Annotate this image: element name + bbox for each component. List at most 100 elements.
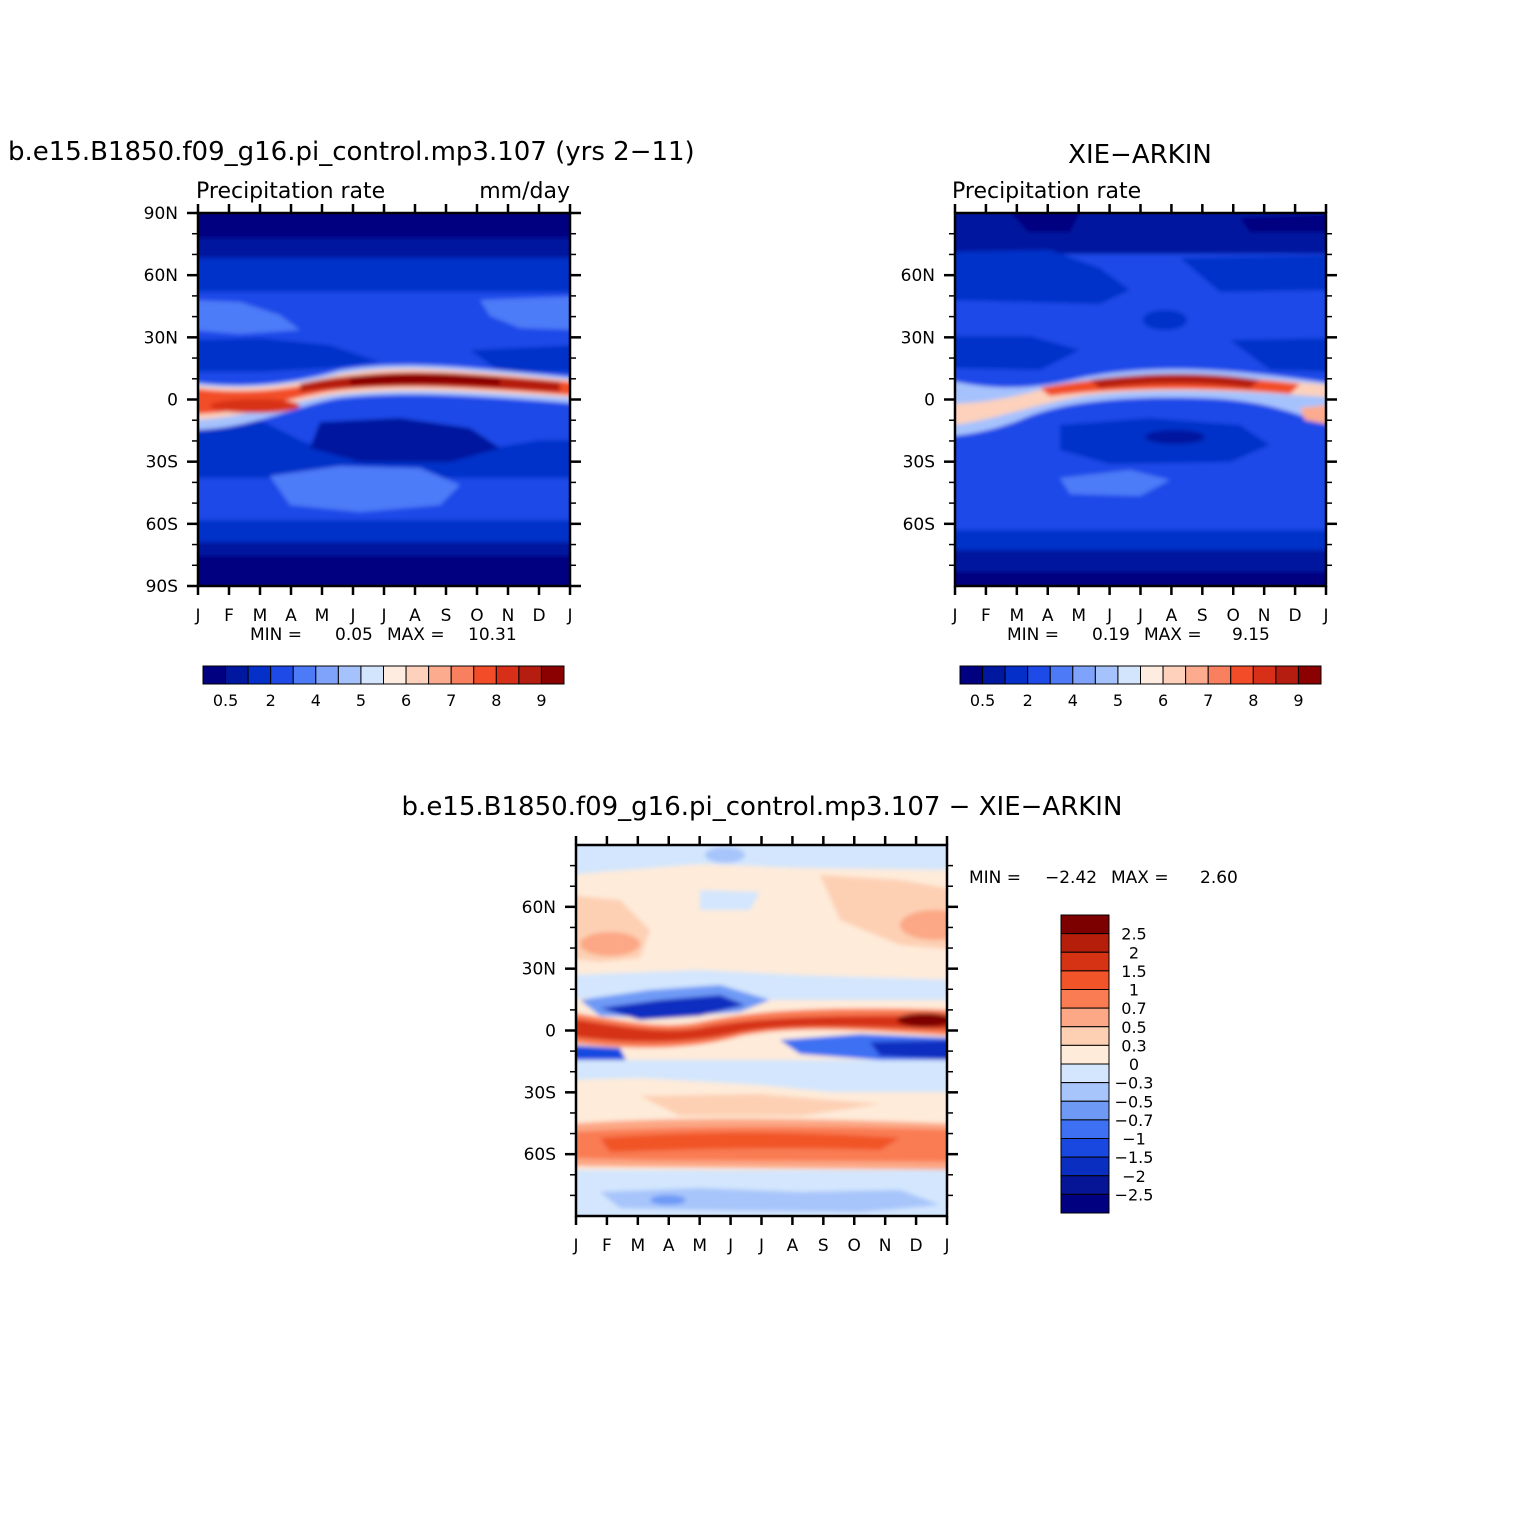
colorbar-swatch <box>1207 665 1232 685</box>
stats-max-value: 9.15 <box>1232 625 1270 645</box>
colorbar-swatch <box>1117 665 1141 685</box>
colorbar-label: −0.5 <box>1115 1092 1154 1111</box>
field-patch <box>600 1188 940 1212</box>
colorbar-label: 1 <box>1129 981 1139 1000</box>
colorbar-label: 0.3 <box>1121 1036 1146 1055</box>
colorbar-label: −0.3 <box>1115 1074 1154 1093</box>
colorbar-swatch <box>1060 1156 1110 1177</box>
field-patch <box>1010 213 1080 234</box>
y-tick-label: 60N <box>144 266 178 286</box>
panel-diff: b.e15.B1850.f09_g16.pi_control.mp3.107 −… <box>402 792 1238 1256</box>
colorbar-swatch <box>1185 665 1209 685</box>
field-patch <box>600 995 745 1020</box>
heatmap-field <box>198 213 570 586</box>
stats-min-label: MIN = <box>1007 625 1059 645</box>
colorbar-swatch <box>1252 665 1277 685</box>
colorbar-label: 4 <box>311 691 321 710</box>
colorbar-swatch <box>1060 1100 1110 1121</box>
x-tick-label: J <box>1137 606 1143 626</box>
colorbar-swatch <box>1230 665 1254 685</box>
colorbar-label: 0 <box>1129 1055 1139 1074</box>
field-patch <box>198 300 300 334</box>
y-tick-label: 30S <box>146 453 178 473</box>
field-patch <box>955 250 1130 304</box>
itcz-core <box>1090 374 1260 388</box>
itcz-core <box>350 373 500 386</box>
colorbar-swatch <box>473 665 497 685</box>
x-tick-label: J <box>194 606 200 626</box>
x-tick-label: F <box>602 1236 612 1256</box>
field-band <box>955 232 1326 254</box>
colorbar-label: −0.7 <box>1115 1111 1154 1130</box>
field-patch <box>310 418 500 462</box>
field-patch <box>955 336 1080 370</box>
y-tick-label: 90S <box>146 577 178 597</box>
panel-obs: XIE−ARKIN Precipitation rate <box>901 140 1337 710</box>
stats-min-value: 0.05 <box>335 625 373 645</box>
colorbar-swatch <box>1297 665 1322 685</box>
y-tick-label: 30N <box>144 328 178 348</box>
colorbar-swatch <box>337 665 362 685</box>
colorbar-swatch <box>1060 1193 1110 1214</box>
colorbar-label: 5 <box>1113 691 1123 710</box>
x-tick-label: D <box>1289 606 1302 626</box>
field-patch <box>198 338 380 372</box>
colorbar-swatch <box>982 665 1006 685</box>
colorbar-swatch <box>202 665 227 685</box>
chart-subtitle-left: Precipitation rate <box>196 179 385 204</box>
colorbar-swatch <box>270 665 294 685</box>
x-tick-label: M <box>692 1236 707 1256</box>
colorbar-label: 6 <box>1158 691 1168 710</box>
y-tick-label: 30S <box>903 453 935 473</box>
stats-max-label: MAX = <box>1111 868 1169 888</box>
stats-min-value: −2.42 <box>1045 868 1097 888</box>
field-patch <box>900 910 947 940</box>
x-tick-label: J <box>566 606 572 626</box>
field-patch <box>576 1015 947 1042</box>
x-tick-label: M <box>253 606 268 626</box>
colorbar-label: 0.5 <box>970 691 995 710</box>
x-tick-label: J <box>1106 606 1112 626</box>
colorbar-swatch <box>1094 665 1119 685</box>
colorbar-swatch <box>1049 665 1074 685</box>
heatmap-field <box>576 845 947 1216</box>
field-patch <box>198 418 570 478</box>
colorbar-swatch <box>1060 1026 1110 1046</box>
y-tick-label: 30N <box>522 960 556 980</box>
colorbar-swatch <box>1140 665 1164 685</box>
stats-max-label: MAX = <box>387 625 445 645</box>
colorbar: 0.5 2 4 5 6 7 8 9 <box>202 665 565 710</box>
field-patch <box>1145 430 1205 444</box>
chart-title: XIE−ARKIN <box>1068 140 1212 170</box>
colorbar-label: 0.7 <box>1121 999 1146 1018</box>
colorbar-swatch <box>540 665 565 685</box>
field-patch <box>1143 310 1187 330</box>
colorbar-swatch <box>383 665 407 685</box>
colorbar-swatch <box>959 665 984 685</box>
x-tick-label: A <box>1042 606 1054 626</box>
field-patch <box>897 1013 947 1027</box>
field-patch <box>1060 470 1170 496</box>
colorbar-label: 8 <box>1248 691 1258 710</box>
stats-max-value: 2.60 <box>1200 868 1238 888</box>
x-tick-label: O <box>470 606 483 626</box>
field-patch <box>1230 338 1326 372</box>
colorbar: 2.521.510.70.50.30−0.3−0.5−0.7−1−1.5−2−2… <box>1060 914 1154 1214</box>
field-patch <box>640 1094 880 1116</box>
field-patch <box>470 345 570 372</box>
itcz-core <box>1300 405 1326 424</box>
x-tick-label: A <box>663 1236 675 1256</box>
x-tick-label: A <box>1166 606 1178 626</box>
colorbar-label: 5 <box>356 691 366 710</box>
colorbar-swatch <box>1060 1119 1110 1139</box>
x-tick-label: J <box>572 1236 578 1256</box>
colorbar-swatch <box>495 665 520 685</box>
colorbar-label: −1.5 <box>1115 1148 1154 1167</box>
chart-units: mm/day <box>479 179 570 204</box>
colorbar-swatch <box>450 665 475 685</box>
field-patch <box>480 296 570 330</box>
colorbar-label: 9 <box>1293 691 1303 710</box>
x-tick-label: A <box>285 606 297 626</box>
field-patch <box>700 890 760 910</box>
